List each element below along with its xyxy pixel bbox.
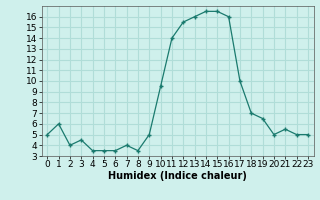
X-axis label: Humidex (Indice chaleur): Humidex (Indice chaleur)	[108, 171, 247, 181]
